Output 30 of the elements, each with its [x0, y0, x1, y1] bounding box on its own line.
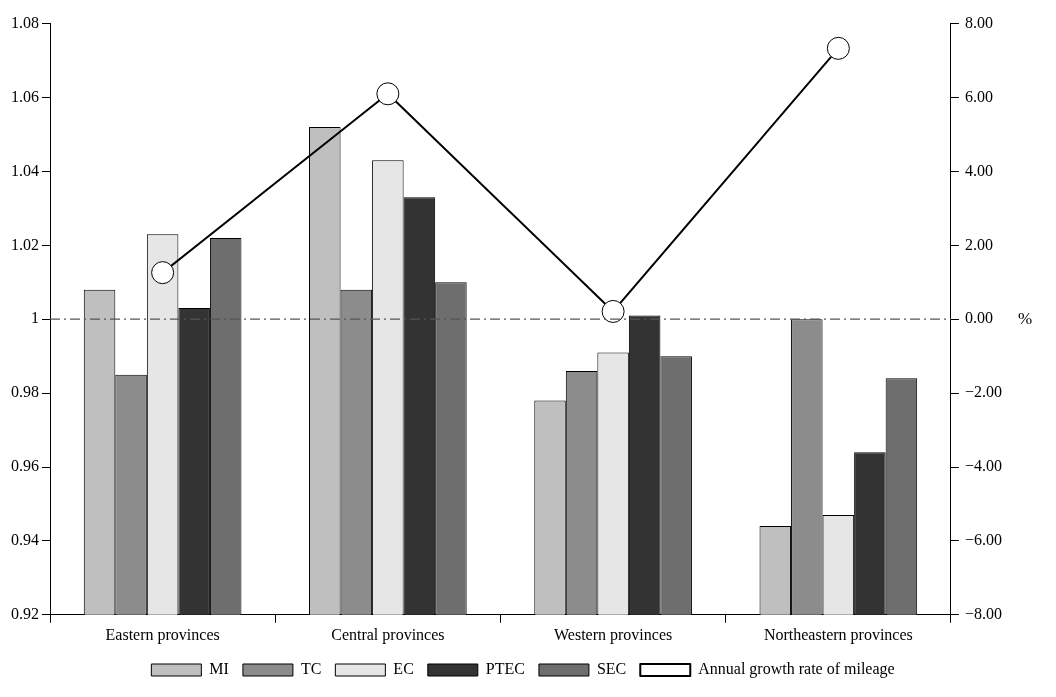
y2-axis-title: % — [1018, 308, 1033, 328]
y-tick-label: 0.92 — [11, 605, 39, 622]
x-tick-label: Northeastern provinces — [763, 625, 913, 644]
y-tick-label: 1.06 — [11, 87, 39, 105]
y2-tick-label: 8.00 — [964, 13, 993, 31]
legend-label: PTEC — [485, 660, 525, 678]
x-tick-label: Western provinces — [553, 625, 673, 644]
y2-tick-label: 2.00 — [964, 235, 993, 253]
y-tick-label: 0.96 — [11, 457, 39, 475]
y2-tick-label: 6.00 — [964, 87, 993, 105]
y2-tick-label: −4.00 — [964, 457, 1003, 475]
point — [151, 261, 175, 285]
legend-label: TC — [300, 660, 322, 678]
y2-tick-label: 0.00 — [964, 309, 993, 327]
x-tick-label: Eastern provinces — [105, 625, 220, 644]
y-tick-label: 0.94 — [11, 531, 39, 549]
y-tick-label: 1.08 — [11, 13, 39, 31]
y2-tick-label: −2.00 — [964, 383, 1003, 401]
y2-tick-label: −8.00 — [964, 605, 1003, 622]
legend-label: Annual growth rate of mileage — [698, 660, 895, 679]
y-tick-label: 1.04 — [11, 161, 39, 179]
y2-tick-label: −6.00 — [964, 531, 1003, 549]
legend-label: SEC — [596, 660, 627, 678]
y-tick-label: 1 — [31, 309, 39, 327]
legend-label: EC — [393, 660, 414, 678]
legend-label: MI — [209, 660, 229, 678]
y2-tick-label: 4.00 — [964, 161, 993, 179]
y-tick-label: 1.02 — [11, 235, 39, 253]
x-tick-label: Central provinces — [331, 625, 445, 644]
y-tick-label: 0.98 — [11, 383, 39, 401]
